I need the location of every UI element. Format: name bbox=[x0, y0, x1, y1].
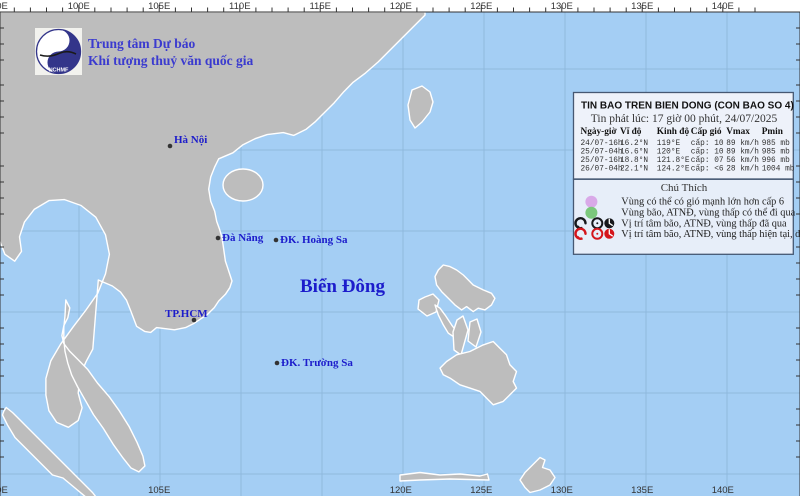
svg-text:16.6°N: 16.6°N bbox=[620, 148, 648, 157]
svg-text:cấp: 10: cấp: 10 bbox=[691, 147, 724, 157]
svg-text:Vĩ độ: Vĩ độ bbox=[620, 127, 642, 137]
svg-text:Pmin: Pmin bbox=[762, 127, 784, 137]
svg-text:TP.HCM: TP.HCM bbox=[165, 308, 208, 320]
svg-text:Biển Đông: Biển Đông bbox=[300, 276, 385, 297]
svg-text:Khí tượng thuỷ văn quốc gia: Khí tượng thuỷ văn quốc gia bbox=[88, 53, 253, 68]
svg-text:140E: 140E bbox=[712, 485, 734, 496]
svg-text:25/07-16h: 25/07-16h bbox=[581, 157, 623, 165]
svg-text:Vmax: Vmax bbox=[726, 127, 750, 137]
svg-text:105E: 105E bbox=[148, 1, 170, 12]
svg-text:0E: 0E bbox=[0, 1, 8, 12]
svg-text:130E: 130E bbox=[551, 1, 573, 12]
svg-text:120E: 120E bbox=[390, 1, 412, 12]
svg-text:Cấp gió: Cấp gió bbox=[691, 126, 722, 137]
svg-text:26/07-04h: 26/07-04h bbox=[581, 166, 623, 174]
svg-text:Vùng bão, ATNĐ, vùng thấp có t: Vùng bão, ATNĐ, vùng thấp có thể đi qua bbox=[621, 207, 795, 218]
svg-text:125E: 125E bbox=[470, 1, 492, 12]
svg-text:100E: 100E bbox=[68, 1, 90, 12]
svg-text:Chú Thích: Chú Thích bbox=[661, 182, 708, 194]
svg-text:985 mb: 985 mb bbox=[762, 149, 790, 157]
svg-text:Tin phát lúc: 17 giờ 00 phút,: Tin phát lúc: 17 giờ 00 phút, 24/07/2025 bbox=[591, 113, 778, 125]
svg-text:Vị trí tâm bão, ATNĐ, vùng thấ: Vị trí tâm bão, ATNĐ, vùng thấp đã qua bbox=[621, 218, 787, 229]
svg-text:Vùng có thể có gió mạnh lớn hơ: Vùng có thể có gió mạnh lớn hơn cấp 6 bbox=[621, 197, 784, 208]
svg-text:115E: 115E bbox=[309, 1, 330, 12]
svg-text:1004 mb: 1004 mb bbox=[762, 166, 795, 174]
svg-text:cấp: 07: cấp: 07 bbox=[691, 155, 724, 165]
svg-text:120E: 120E bbox=[390, 485, 412, 496]
svg-text:120°E: 120°E bbox=[657, 148, 681, 157]
svg-text:NCHMF: NCHMF bbox=[49, 68, 69, 74]
svg-text:Trung tâm Dự báo: Trung tâm Dự báo bbox=[88, 36, 195, 51]
svg-text:Đà Nẵng: Đà Nẵng bbox=[222, 232, 264, 244]
svg-text:28 km/h: 28 km/h bbox=[726, 166, 759, 174]
svg-text:985 mb: 985 mb bbox=[762, 140, 790, 148]
svg-text:25/07-04h: 25/07-04h bbox=[581, 149, 623, 157]
svg-text:119°E: 119°E bbox=[657, 139, 681, 148]
svg-text:ĐK. Trường Sa: ĐK. Trường Sa bbox=[281, 357, 353, 369]
svg-text:130E: 130E bbox=[551, 485, 573, 496]
svg-text:105E: 105E bbox=[148, 485, 170, 496]
svg-text:135E: 135E bbox=[631, 485, 653, 496]
svg-text:140E: 140E bbox=[712, 1, 734, 12]
svg-text:89 km/h: 89 km/h bbox=[726, 149, 759, 157]
svg-text:Ngày-giờ: Ngày-giờ bbox=[581, 127, 618, 137]
svg-text:cấp: 10: cấp: 10 bbox=[691, 138, 724, 148]
svg-text:Hà Nội: Hà Nội bbox=[174, 134, 207, 146]
svg-text:0E: 0E bbox=[0, 485, 8, 496]
svg-text:ĐK. Hoàng Sa: ĐK. Hoàng Sa bbox=[280, 234, 348, 246]
svg-text:TIN BAO TREN BIEN DONG (CON BA: TIN BAO TREN BIEN DONG (CON BAO SO 4) bbox=[581, 101, 794, 112]
svg-text:135E: 135E bbox=[631, 1, 653, 12]
svg-text:Kinh độ: Kinh độ bbox=[657, 127, 690, 137]
svg-text:16.2°N: 16.2°N bbox=[620, 139, 648, 148]
svg-text:124.2°E: 124.2°E bbox=[657, 165, 690, 174]
svg-text:56 km/h: 56 km/h bbox=[726, 157, 759, 165]
svg-text:Vị trí tâm bão, ATNĐ, vùng thấ: Vị trí tâm bão, ATNĐ, vùng thấp hiện tại… bbox=[621, 229, 800, 240]
svg-text:24/07-16h: 24/07-16h bbox=[581, 140, 623, 148]
svg-text:89 km/h: 89 km/h bbox=[726, 140, 759, 148]
svg-text:18.8°N: 18.8°N bbox=[620, 156, 648, 165]
svg-text:121.8°E: 121.8°E bbox=[657, 156, 690, 165]
svg-text:125E: 125E bbox=[470, 485, 492, 496]
svg-text:110E: 110E bbox=[229, 1, 250, 12]
svg-text:996 mb: 996 mb bbox=[762, 157, 790, 165]
svg-text:22.1°N: 22.1°N bbox=[620, 165, 648, 174]
svg-text:cấp: <6: cấp: <6 bbox=[691, 164, 724, 174]
